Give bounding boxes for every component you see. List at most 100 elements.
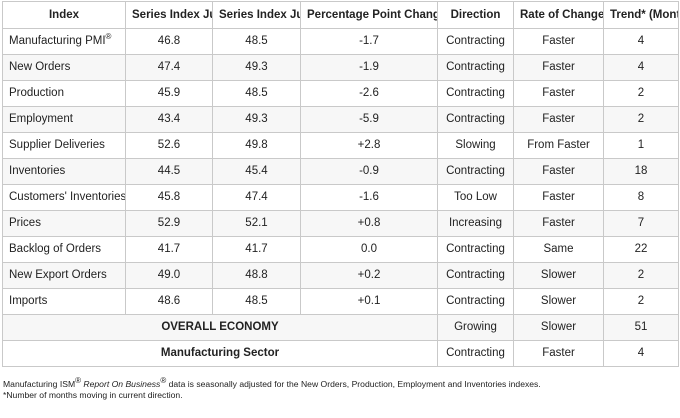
header-row: Index Series Index Jul Series Index Jun … — [2, 1, 679, 29]
change-cell: -0.9 — [300, 158, 438, 185]
direction-cell: Contracting — [437, 54, 514, 81]
summary-row-overall-economy: OVERALL ECONOMY Growing Slower 51 — [2, 314, 679, 341]
row-index-cell: Employment — [2, 106, 126, 133]
row-index-cell: Manufacturing PMI® — [2, 28, 126, 55]
rate-cell: Faster — [513, 28, 604, 55]
jul-cell: 41.7 — [125, 236, 213, 263]
jul-cell: 43.4 — [125, 106, 213, 133]
trend-cell: 18 — [603, 158, 679, 185]
jun-cell: 47.4 — [212, 184, 301, 211]
table-row: New Orders 47.4 49.3 -1.9 Contracting Fa… — [2, 54, 679, 81]
footnotes: Manufacturing ISM® Report On Business® d… — [3, 376, 541, 401]
row-index-cell: Inventories — [2, 158, 126, 185]
direction-cell: Contracting — [437, 28, 514, 55]
trend-cell: 4 — [603, 54, 679, 81]
change-cell: -1.7 — [300, 28, 438, 55]
rate-cell: Faster — [513, 158, 604, 185]
change-cell: +0.1 — [300, 288, 438, 315]
rate-cell: Faster — [513, 210, 604, 237]
jul-cell: 48.6 — [125, 288, 213, 315]
table-row: New Export Orders 49.0 48.8 +0.2 Contrac… — [2, 262, 679, 289]
row-index-cell: Imports — [2, 288, 126, 315]
change-cell: +2.8 — [300, 132, 438, 159]
direction-cell: Contracting — [437, 106, 514, 133]
trend-cell: 22 — [603, 236, 679, 263]
table-row: Supplier Deliveries 52.6 49.8 +2.8 Slowi… — [2, 132, 679, 159]
change-cell: 0.0 — [300, 236, 438, 263]
direction-cell: Too Low — [437, 184, 514, 211]
table-row: Manufacturing PMI® 46.8 48.5 -1.7 Contra… — [2, 28, 679, 55]
table-row: Employment 43.4 49.3 -5.9 Contracting Fa… — [2, 106, 679, 133]
jul-cell: 49.0 — [125, 262, 213, 289]
footnote-seasonal: Manufacturing ISM® Report On Business® d… — [3, 376, 541, 390]
summary-label: Manufacturing Sector — [2, 340, 438, 367]
table-row: Production 45.9 48.5 -2.6 Contracting Fa… — [2, 80, 679, 107]
summary-row-manufacturing-sector: Manufacturing Sector Contracting Faster … — [2, 340, 679, 367]
direction-cell: Growing — [437, 314, 514, 341]
jun-cell: 48.8 — [212, 262, 301, 289]
footnote-report-name: Report On Business — [83, 379, 161, 389]
rate-cell: Slower — [513, 262, 604, 289]
jun-cell: 48.5 — [212, 28, 301, 55]
table-row: Prices 52.9 52.1 +0.8 Increasing Faster … — [2, 210, 679, 237]
rate-cell: From Faster — [513, 132, 604, 159]
trend-cell: 51 — [603, 314, 679, 341]
direction-cell: Contracting — [437, 80, 514, 107]
trend-cell: 8 — [603, 184, 679, 211]
jun-cell: 41.7 — [212, 236, 301, 263]
col-header-rate: Rate of Change — [513, 1, 604, 29]
direction-cell: Contracting — [437, 262, 514, 289]
registered-mark: ® — [160, 376, 167, 386]
jul-cell: 52.6 — [125, 132, 213, 159]
rate-cell: Faster — [513, 106, 604, 133]
rate-cell: Slower — [513, 314, 604, 341]
trend-cell: 1 — [603, 132, 679, 159]
col-header-index: Index — [2, 1, 126, 29]
row-index-cell: Production — [2, 80, 126, 107]
col-header-change: Percentage Point Change — [300, 1, 438, 29]
trend-cell: 2 — [603, 106, 679, 133]
row-index-cell: New Orders — [2, 54, 126, 81]
direction-cell: Contracting — [437, 340, 514, 367]
jul-cell: 45.9 — [125, 80, 213, 107]
registered-mark: ® — [75, 376, 82, 386]
footnote-trend: *Number of months moving in current dire… — [3, 390, 183, 400]
trend-cell: 7 — [603, 210, 679, 237]
jun-cell: 49.8 — [212, 132, 301, 159]
col-header-trend: Trend* (Months) — [603, 1, 679, 29]
jul-cell: 52.9 — [125, 210, 213, 237]
col-header-jun: Series Index Jun — [212, 1, 301, 29]
trend-cell: 4 — [603, 340, 679, 367]
direction-cell: Slowing — [437, 132, 514, 159]
trend-cell: 4 — [603, 28, 679, 55]
trend-cell: 2 — [603, 262, 679, 289]
jul-cell: 44.5 — [125, 158, 213, 185]
row-index-cell: Customers' Inventories — [2, 184, 126, 211]
change-cell: -1.9 — [300, 54, 438, 81]
jun-cell: 48.5 — [212, 80, 301, 107]
rate-cell: Faster — [513, 184, 604, 211]
direction-cell: Increasing — [437, 210, 514, 237]
table-row: Customers' Inventories 45.8 47.4 -1.6 To… — [2, 184, 679, 211]
summary-label: OVERALL ECONOMY — [2, 314, 438, 341]
row-index-cell: Supplier Deliveries — [2, 132, 126, 159]
table-row: Imports 48.6 48.5 +0.1 Contracting Slowe… — [2, 288, 679, 315]
direction-cell: Contracting — [437, 288, 514, 315]
jul-cell: 47.4 — [125, 54, 213, 81]
jul-cell: 45.8 — [125, 184, 213, 211]
ism-index-table: Index Series Index Jul Series Index Jun … — [2, 1, 679, 367]
change-cell: +0.2 — [300, 262, 438, 289]
row-index-cell: New Export Orders — [2, 262, 126, 289]
rate-cell: Faster — [513, 340, 604, 367]
jun-cell: 52.1 — [212, 210, 301, 237]
registered-mark: ® — [105, 32, 112, 42]
jun-cell: 49.3 — [212, 106, 301, 133]
change-cell: -5.9 — [300, 106, 438, 133]
trend-cell: 2 — [603, 80, 679, 107]
rate-cell: Same — [513, 236, 604, 263]
rate-cell: Faster — [513, 80, 604, 107]
trend-cell: 2 — [603, 288, 679, 315]
col-header-jul: Series Index Jul — [125, 1, 213, 29]
table-row: Inventories 44.5 45.4 -0.9 Contracting F… — [2, 158, 679, 185]
row-index-label: Manufacturing PMI — [9, 35, 106, 47]
